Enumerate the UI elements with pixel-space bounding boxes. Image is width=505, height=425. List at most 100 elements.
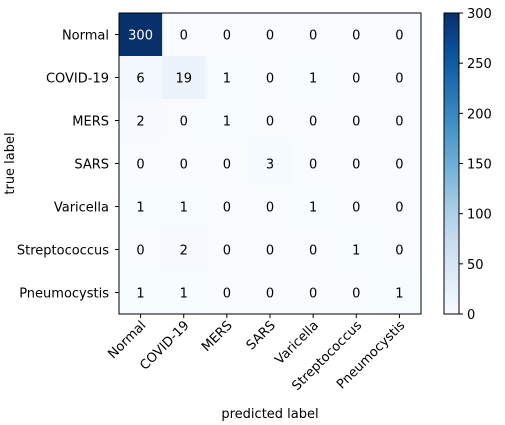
cell-value-label: 0 — [395, 72, 403, 87]
cell-value-label: 0 — [352, 115, 360, 130]
heatmap-cell — [205, 56, 249, 100]
heatmap-cell — [119, 185, 163, 229]
colorbar-tick-label: 100 — [467, 208, 492, 223]
cell-value-label: 0 — [266, 244, 274, 259]
heatmap-cell — [377, 142, 422, 186]
heatmap-cell — [248, 13, 293, 57]
cell-value-label: 0 — [223, 287, 231, 302]
cell-value-label: 1 — [395, 287, 403, 302]
y-axis-ticks: Normal COVID-19 MERS SARS Varicella Streptoco… — [17, 29, 119, 302]
cell-value-label: 6 — [136, 72, 144, 87]
heatmap-cell — [248, 228, 293, 272]
cell-value-label: 2 — [136, 115, 144, 130]
heatmap-cell — [205, 99, 249, 143]
colorbar-tick-label: 250 — [467, 57, 492, 72]
cell-value-label: 0 — [352, 287, 360, 302]
heatmap-cell — [377, 56, 422, 100]
heatmap-cell — [291, 271, 336, 315]
heatmap-cell — [334, 185, 379, 229]
cell-value-label: 1 — [309, 72, 317, 87]
heatmap-cell — [119, 142, 163, 186]
cell-value-label: 0 — [352, 72, 360, 87]
heatmap-cell — [119, 13, 163, 57]
cell-value-label: 0 — [136, 244, 144, 259]
y-axis-label: true label — [3, 132, 18, 194]
colorbar: 0 50 100 150 200 250 300 — [443, 7, 492, 323]
cell-value-label: 0 — [180, 115, 188, 130]
heatmap-cell — [248, 142, 293, 186]
heatmap-cell — [248, 271, 293, 315]
heatmap-cell — [205, 13, 249, 57]
heatmap-cell — [334, 99, 379, 143]
heatmap-cell — [119, 271, 163, 315]
heatmap-cell — [119, 228, 163, 272]
cell-value-label: 0 — [266, 201, 274, 216]
heatmap-cell — [377, 99, 422, 143]
heatmap-cell — [162, 99, 206, 143]
cell-value-label: 0 — [395, 115, 403, 130]
cell-value-label: 1 — [352, 244, 360, 259]
y-tick-label: Pneumocystis — [19, 287, 109, 302]
cell-value-label: 0 — [223, 158, 231, 173]
cell-value-label: 0 — [180, 158, 188, 173]
y-tick-label: Streptococcus — [17, 244, 109, 259]
cell-value-label: 0 — [266, 29, 274, 44]
cell-value-label: 1 — [223, 115, 231, 130]
cell-value-label: 0 — [309, 29, 317, 44]
cell-value-label: 0 — [180, 29, 188, 44]
heatmap-cell — [291, 13, 336, 57]
cell-value-label: 0 — [223, 201, 231, 216]
x-tick-label: Normal — [106, 318, 150, 362]
heatmap-cell — [334, 13, 379, 57]
colorbar-tick-label: 300 — [467, 7, 492, 22]
colorbar-tick-label: 150 — [467, 158, 492, 173]
heatmap-cell — [334, 228, 379, 272]
y-tick-label: MERS — [72, 115, 109, 130]
cell-value-label: 0 — [223, 244, 231, 259]
cell-value-label: 1 — [180, 287, 188, 302]
heatmap-cell — [162, 185, 206, 229]
cell-value-label: 300 — [128, 29, 153, 44]
cell-value-label: 0 — [352, 201, 360, 216]
cell-value-label: 0 — [395, 201, 403, 216]
heatmap-cell — [248, 56, 293, 100]
heatmap-cell — [377, 271, 422, 315]
colorbar-ticks: 0 50 100 150 200 250 300 — [459, 7, 492, 323]
cell-value-label: 1 — [309, 201, 317, 216]
heatmap-grid: 300 0 0 0 0 0 06 19 1 0 1 0 02 0 1 0 0 0 00 0 0 3 0 0 01 1 0 0 1 0 00 2… — [119, 13, 422, 315]
y-tick-label: Varicella — [54, 201, 109, 216]
heatmap-cell — [205, 228, 249, 272]
colorbar-tick-label: 0 — [467, 308, 475, 323]
y-tick-label: COVID-19 — [46, 72, 109, 87]
cell-value-label: 0 — [395, 29, 403, 44]
cell-value-label: 1 — [136, 287, 144, 302]
heatmap-cell — [291, 99, 336, 143]
heatmap-cell — [205, 271, 249, 315]
heatmap-cell — [162, 13, 206, 57]
heatmap-cell — [377, 228, 422, 272]
cell-value-label: 0 — [395, 244, 403, 259]
heatmap-cell — [334, 56, 379, 100]
heatmap-cell — [205, 142, 249, 186]
heatmap-cell — [377, 13, 422, 57]
cell-value-label: 0 — [266, 287, 274, 302]
y-tick-label: Normal — [62, 29, 109, 44]
heatmap-cell — [162, 142, 206, 186]
x-tick-label: SARS — [244, 318, 279, 353]
heatmap-cell — [291, 142, 336, 186]
heatmap-cell — [162, 271, 206, 315]
heatmap-cell — [291, 185, 336, 229]
heatmap-cell — [248, 185, 293, 229]
heatmap-cell — [248, 99, 293, 143]
cell-value-label: 0 — [309, 287, 317, 302]
colorbar-tick-label: 50 — [467, 258, 484, 273]
x-axis-label: predicted label — [221, 407, 318, 422]
heatmap-cell — [119, 99, 163, 143]
heatmap-cell — [119, 56, 163, 100]
cell-value-label: 0 — [266, 72, 274, 87]
cell-value-label: 1 — [223, 72, 231, 87]
cell-value-label: 1 — [180, 201, 188, 216]
cell-value-label: 1 — [136, 201, 144, 216]
